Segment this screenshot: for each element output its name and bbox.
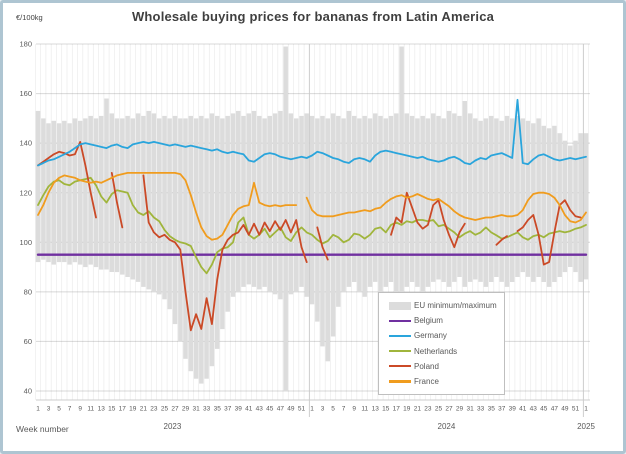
svg-text:25: 25 <box>161 406 169 413</box>
svg-text:13: 13 <box>98 406 106 413</box>
svg-text:27: 27 <box>445 406 453 413</box>
svg-text:43: 43 <box>530 406 538 413</box>
svg-text:9: 9 <box>352 406 356 413</box>
svg-text:100: 100 <box>19 238 32 247</box>
svg-text:1: 1 <box>310 406 314 413</box>
legend-label: EU minimum/maximum <box>414 301 497 311</box>
svg-text:41: 41 <box>245 406 253 413</box>
svg-text:17: 17 <box>393 406 401 413</box>
legend-label: Germany <box>414 331 447 341</box>
svg-text:49: 49 <box>287 406 295 413</box>
svg-text:29: 29 <box>456 406 464 413</box>
legend-item-belgium: Belgium <box>379 316 504 325</box>
svg-text:31: 31 <box>192 406 200 413</box>
svg-text:47: 47 <box>551 406 559 413</box>
svg-text:51: 51 <box>572 406 580 413</box>
svg-text:3: 3 <box>321 406 325 413</box>
france-line-swatch <box>389 380 411 383</box>
svg-text:47: 47 <box>277 406 285 413</box>
svg-text:13: 13 <box>372 406 380 413</box>
svg-text:31: 31 <box>466 406 474 413</box>
poland-line-swatch <box>389 364 411 368</box>
svg-text:1: 1 <box>584 406 588 413</box>
svg-text:7: 7 <box>342 406 346 413</box>
svg-text:41: 41 <box>519 406 527 413</box>
netherlands-line-swatch <box>389 349 411 353</box>
svg-text:27: 27 <box>171 406 179 413</box>
svg-text:39: 39 <box>509 406 517 413</box>
svg-text:23: 23 <box>424 406 432 413</box>
svg-text:2024: 2024 <box>438 422 456 431</box>
svg-text:29: 29 <box>182 406 190 413</box>
eu-minmax-swatch <box>389 301 411 310</box>
svg-text:23: 23 <box>150 406 158 413</box>
svg-text:160: 160 <box>19 89 32 98</box>
svg-text:5: 5 <box>331 406 335 413</box>
svg-text:17: 17 <box>119 406 127 413</box>
legend-label: Poland <box>414 361 439 371</box>
svg-text:35: 35 <box>214 406 222 413</box>
svg-text:60: 60 <box>24 337 32 346</box>
germany-line-swatch <box>389 334 411 338</box>
svg-text:80: 80 <box>24 288 32 297</box>
svg-text:2023: 2023 <box>164 422 182 431</box>
belgium-line-swatch <box>389 319 411 323</box>
svg-text:43: 43 <box>256 406 264 413</box>
svg-text:25: 25 <box>435 406 443 413</box>
legend: EU minimum/maximum Belgium Germany Nethe… <box>378 292 505 395</box>
svg-text:21: 21 <box>414 406 422 413</box>
svg-text:15: 15 <box>382 406 390 413</box>
svg-text:19: 19 <box>129 406 137 413</box>
svg-text:3: 3 <box>47 406 51 413</box>
svg-text:45: 45 <box>540 406 548 413</box>
legend-label: France <box>414 376 439 386</box>
legend-item-netherlands: Netherlands <box>379 347 504 356</box>
svg-text:140: 140 <box>19 139 32 148</box>
legend-item-germany: Germany <box>379 331 504 340</box>
svg-text:33: 33 <box>477 406 485 413</box>
svg-text:1: 1 <box>36 406 40 413</box>
svg-text:120: 120 <box>19 188 32 197</box>
svg-text:9: 9 <box>78 406 82 413</box>
y-axis-unit-label: €/100kg <box>16 13 43 22</box>
legend-item-france: France <box>379 377 504 386</box>
svg-text:35: 35 <box>488 406 496 413</box>
legend-item-poland: Poland <box>379 362 504 371</box>
svg-text:19: 19 <box>403 406 411 413</box>
svg-text:180: 180 <box>19 40 32 49</box>
svg-text:33: 33 <box>203 406 211 413</box>
svg-text:11: 11 <box>361 406 368 413</box>
svg-text:15: 15 <box>108 406 116 413</box>
chart-title: Wholesale buying prices for bananas from… <box>131 9 495 24</box>
legend-label: Netherlands <box>414 346 458 356</box>
svg-text:7: 7 <box>68 406 72 413</box>
svg-text:39: 39 <box>235 406 243 413</box>
svg-text:5: 5 <box>57 406 61 413</box>
svg-text:40: 40 <box>24 387 32 396</box>
svg-text:51: 51 <box>298 406 306 413</box>
svg-text:49: 49 <box>561 406 569 413</box>
plot-area: 180 160 140 120 100 80 60 40 1 3 5 7 9 11 13 15 17 19 21 23… <box>3 3 623 451</box>
x-axis-title: Week number <box>16 424 69 434</box>
svg-text:37: 37 <box>498 406 506 413</box>
svg-text:21: 21 <box>140 406 148 413</box>
svg-text:37: 37 <box>224 406 232 413</box>
legend-label: Belgium <box>414 316 443 326</box>
svg-text:11: 11 <box>87 406 94 413</box>
svg-text:45: 45 <box>266 406 274 413</box>
legend-item-eu-minmax: EU minimum/maximum <box>379 301 504 310</box>
svg-text:2025: 2025 <box>577 422 595 431</box>
